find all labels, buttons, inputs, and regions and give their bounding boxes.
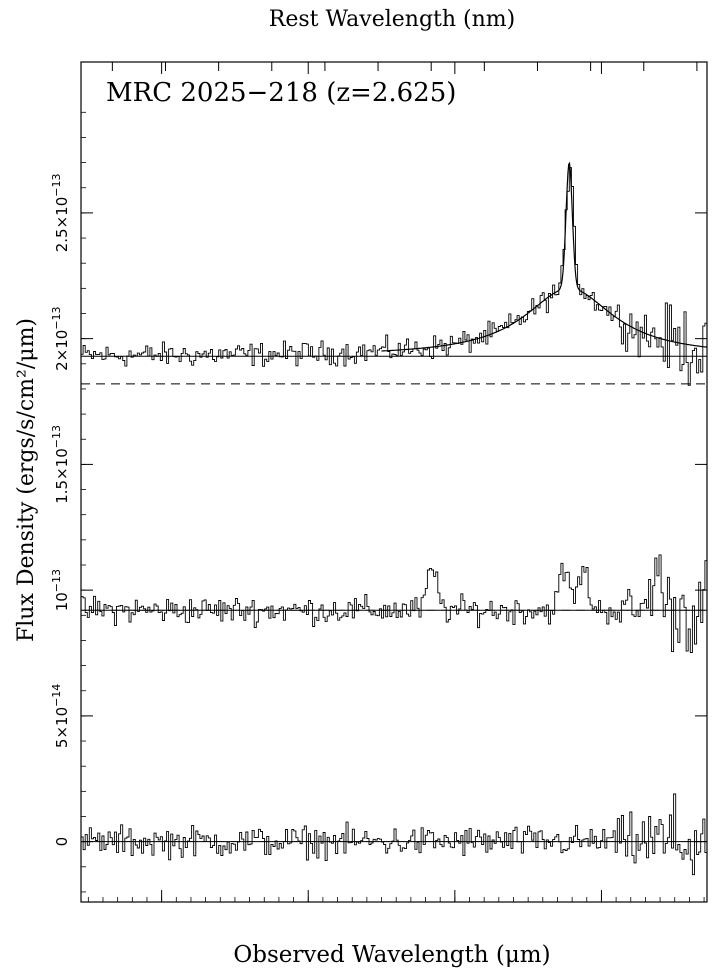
- spectrum-trace: [81, 793, 707, 876]
- y-tick-mantissa: 2: [53, 361, 71, 371]
- spectrum-trace: [81, 554, 707, 653]
- y-tick-mantissa: 5: [53, 739, 71, 749]
- y-tick-base: ×10: [53, 448, 71, 480]
- y-tick-mantissa: 1.5: [53, 480, 71, 504]
- y-tick-base: 10: [53, 592, 71, 611]
- y-tick-exponent: −13: [50, 569, 63, 592]
- bottom-axis-title: Observed Wavelength (μm): [233, 942, 550, 968]
- y-tick-mantissa: 2.5: [53, 228, 71, 252]
- y-tick-mantissa: 0: [53, 837, 71, 847]
- y-tick-label: 0: [53, 837, 71, 847]
- halpha-profile-model: [381, 161, 708, 352]
- y-tick-label: 5×10−14: [50, 684, 71, 748]
- y-tick-base: ×10: [53, 330, 71, 362]
- y-tick-base: ×10: [53, 707, 71, 739]
- spectrum-trace: [81, 167, 707, 386]
- y-tick-base: ×10: [53, 197, 71, 229]
- y-tick-exponent: −13: [50, 306, 63, 329]
- y-tick-exponent: −13: [50, 425, 63, 448]
- chart-title: MRC 2025−218 (z=2.625): [106, 78, 456, 108]
- y-tick-exponent: −13: [50, 174, 63, 197]
- y-tick-label: 2×10−13: [50, 306, 71, 370]
- y-tick-label: 2.5×10−13: [50, 174, 71, 253]
- plot-frame: [80, 61, 708, 903]
- y-tick-label: 1.5×10−13: [50, 425, 71, 504]
- y-tick-exponent: −14: [50, 684, 63, 707]
- y-tick-label: 10−13: [50, 569, 71, 611]
- y-axis-title: Flux Density (ergs/s/cm²/μm): [14, 318, 39, 642]
- top-axis-title: Rest Wavelength (nm): [269, 7, 515, 32]
